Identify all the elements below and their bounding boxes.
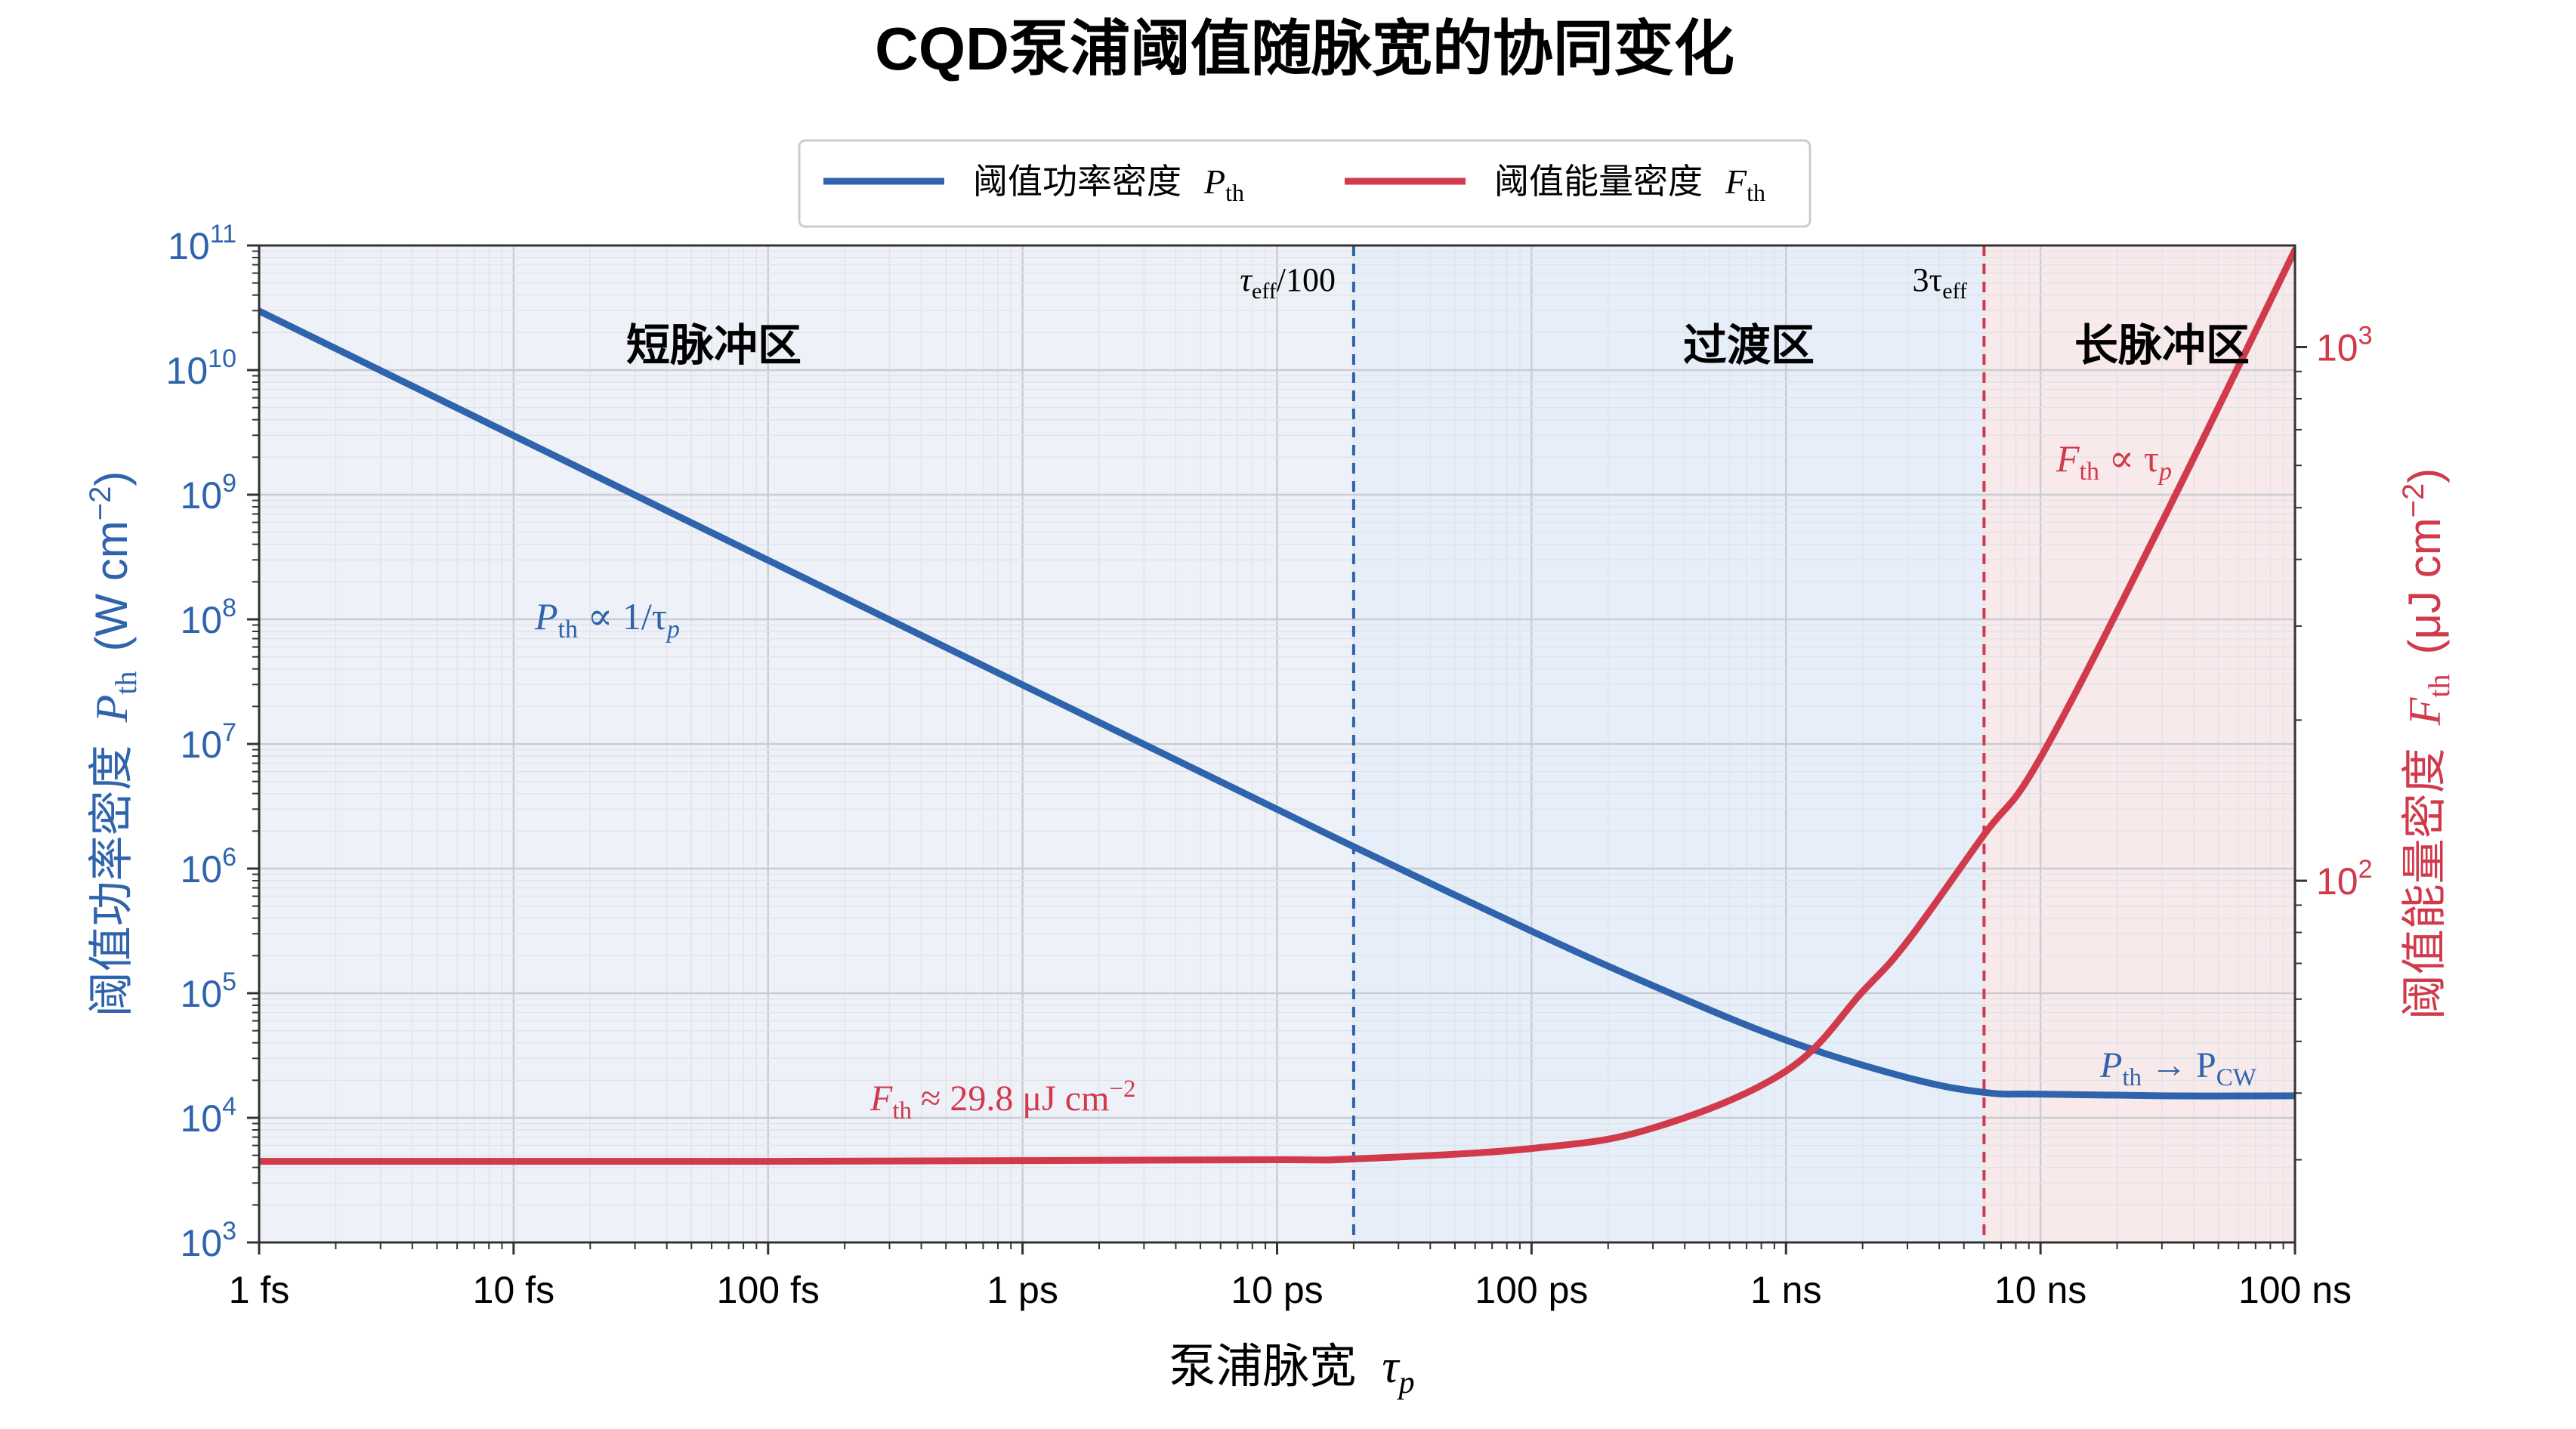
boundary-label-teff-100: τeff/100: [1240, 261, 1336, 304]
series-lines: [259, 246, 2295, 1165]
annotation-p-cw: Pth → PCW: [2099, 1045, 2257, 1091]
x-axis-label: 泵浦脉宽 τp: [1169, 1341, 1414, 1400]
y-left-tick-label: 106: [180, 843, 236, 890]
x-tick-label: 10 fs: [473, 1269, 554, 1311]
x-tick-label: 100 ns: [2238, 1269, 2352, 1311]
y-right-tick-label: 103: [2316, 321, 2373, 369]
legend-label-power: 阈值功率密度 Pth: [973, 162, 1244, 206]
axis-ticks: 1 fs 10 fs 100 fs 1 ps 10 ps 100 ps 1 ns 10 ns 1…: [166, 220, 2373, 1311]
y-left-tick-label: 103: [180, 1217, 236, 1264]
x-tick-label: 100 fs: [717, 1269, 820, 1311]
region-label-long: 长脉冲区: [2074, 321, 2250, 370]
y-left-tick-label: 107: [180, 718, 236, 766]
annotation-f-constant: Fth ≈ 29.8 μJ cm−2: [869, 1076, 1136, 1125]
region-label-short: 短脉冲区: [626, 321, 802, 370]
y-left-tick-label: 1010: [166, 344, 236, 392]
boundary-lines: [1351, 245, 1986, 1242]
legend-box: [798, 139, 1812, 228]
y-left-tick-label: 105: [180, 968, 236, 1015]
region-label-transition: 过渡区: [1683, 321, 1815, 370]
y-left-tick-label: 109: [180, 469, 236, 517]
y-left-tick-label: 108: [180, 594, 236, 641]
grid-lines: [258, 245, 2295, 1244]
chart-title: CQD泵浦阈值随脉宽的协同变化: [875, 15, 1734, 82]
x-tick-label: 10 ns: [1994, 1269, 2086, 1311]
x-tick-label: 100 ps: [1475, 1269, 1588, 1311]
y-left-tick-label: 104: [180, 1092, 236, 1140]
y-left-tick-label: 1011: [168, 220, 236, 267]
boundary-label-3teff: 3τeff: [1913, 261, 1967, 304]
series-line-energy: [259, 246, 2295, 1165]
x-tick-label: 1 ps: [987, 1269, 1058, 1311]
annotation-f-scaling: Fth ∝ τp: [2056, 437, 2172, 486]
y-axis-right-label: 阈值能量密度Fth(μJ cm−2): [2397, 468, 2456, 1020]
series-line-power: [259, 307, 2295, 1100]
x-tick-label: 1 ns: [1750, 1269, 1822, 1311]
legend-label-energy: 阈值能量密度 Fth: [1494, 162, 1765, 206]
y-right-tick-label: 102: [2316, 855, 2373, 903]
y-axis-left-label: 阈值功率密度Pth(W cm−2): [84, 471, 143, 1017]
x-tick-label: 1 fs: [229, 1269, 290, 1311]
x-tick-label: 10 ps: [1231, 1269, 1323, 1311]
annotation-p-scaling: Pth ∝ 1/τp: [534, 595, 680, 644]
legend: 阈值功率密度 Pth 阈值能量密度 Fth: [798, 139, 1812, 228]
